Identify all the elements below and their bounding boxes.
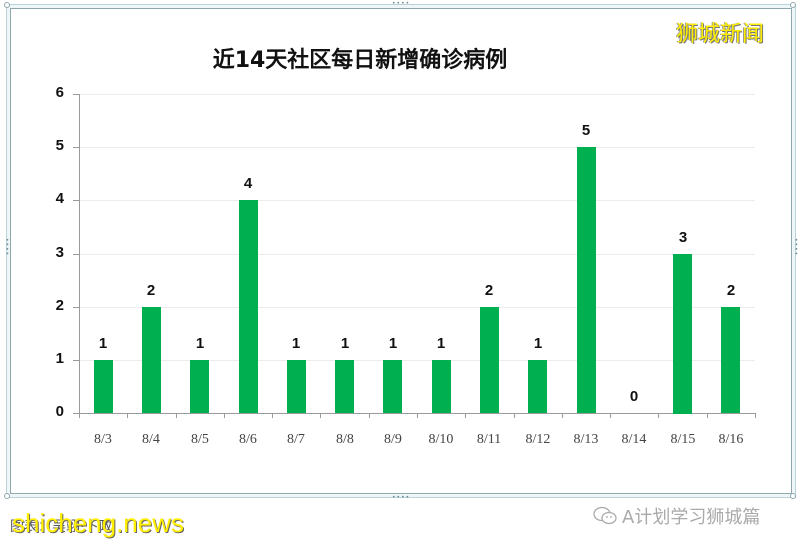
bar bbox=[142, 307, 161, 413]
x-tick-mark bbox=[127, 413, 128, 418]
bar bbox=[239, 200, 258, 413]
wechat-icon bbox=[593, 506, 617, 525]
x-tick-label: 8/11 bbox=[476, 432, 502, 447]
x-axis bbox=[79, 413, 756, 414]
y-tick-mark bbox=[73, 413, 79, 414]
x-tick-label: 8/15 bbox=[670, 432, 696, 447]
x-tick-mark bbox=[658, 413, 659, 418]
bar-value-label: 1 bbox=[291, 335, 301, 352]
bar-value-label: 1 bbox=[436, 335, 446, 352]
x-tick-label: 8/16 bbox=[718, 432, 744, 447]
bar bbox=[287, 360, 306, 413]
x-tick-label: 8/5 bbox=[191, 432, 209, 447]
y-tick-label: 2 bbox=[55, 297, 64, 314]
brand-logo-text: 狮城新闻 bbox=[676, 22, 765, 47]
bar-value-label: 2 bbox=[726, 282, 736, 299]
y-tick-label: 6 bbox=[55, 84, 64, 101]
bar bbox=[480, 307, 499, 413]
wechat-account: A计划学习狮城篇 bbox=[592, 503, 760, 529]
gridline bbox=[79, 307, 755, 308]
chart-source-credit: 图表：吴翊·卜政 bbox=[10, 519, 113, 535]
bar bbox=[721, 307, 740, 413]
bar-value-label: 1 bbox=[388, 335, 398, 352]
bar bbox=[528, 360, 547, 413]
chart-title: 近14天社区每日新增确诊病例 bbox=[212, 48, 508, 73]
y-tick-mark bbox=[73, 147, 79, 148]
x-tick-mark bbox=[755, 413, 756, 418]
bar-value-label: 3 bbox=[678, 229, 688, 246]
gridline bbox=[79, 200, 755, 201]
y-tick-label: 4 bbox=[55, 190, 64, 207]
resize-handle-left[interactable]: •••• bbox=[3, 238, 10, 257]
bar-value-label: 0 bbox=[629, 388, 639, 405]
x-tick-mark bbox=[417, 413, 418, 418]
y-axis bbox=[79, 94, 80, 414]
gridline bbox=[79, 360, 755, 361]
chart-frame bbox=[10, 8, 792, 494]
y-tick-mark bbox=[73, 200, 79, 201]
bar-value-label: 2 bbox=[484, 282, 494, 299]
x-tick-mark bbox=[79, 413, 80, 418]
y-tick-label: 5 bbox=[55, 137, 64, 154]
bar-value-label: 1 bbox=[340, 335, 350, 352]
x-tick-mark bbox=[369, 413, 370, 418]
x-tick-label: 8/6 bbox=[239, 432, 257, 447]
gridline bbox=[79, 94, 755, 95]
x-tick-label: 8/10 bbox=[428, 432, 454, 447]
y-tick-label: 0 bbox=[55, 403, 64, 420]
y-tick-mark bbox=[73, 360, 79, 361]
wechat-account-name: A计划学习狮城篇 bbox=[622, 507, 761, 528]
resize-handle-right[interactable]: •••• bbox=[792, 238, 799, 257]
x-tick-mark bbox=[320, 413, 321, 418]
x-tick-mark bbox=[707, 413, 708, 418]
bar-value-label: 1 bbox=[195, 335, 205, 352]
bar-value-label: 4 bbox=[243, 175, 253, 192]
bar bbox=[335, 360, 354, 413]
y-tick-label: 1 bbox=[55, 350, 64, 367]
x-tick-label: 8/14 bbox=[621, 432, 647, 447]
x-tick-mark bbox=[224, 413, 225, 418]
watermark-text: shicheng.news bbox=[12, 508, 184, 538]
x-tick-mark bbox=[465, 413, 466, 418]
x-tick-label: 8/9 bbox=[384, 432, 402, 447]
bar-value-label: 1 bbox=[98, 335, 108, 352]
bar bbox=[94, 360, 113, 413]
x-tick-label: 8/4 bbox=[142, 432, 160, 447]
x-tick-mark bbox=[514, 413, 515, 418]
resize-corner-top-right[interactable] bbox=[790, 2, 796, 8]
bar bbox=[673, 254, 692, 414]
x-tick-label: 8/7 bbox=[287, 432, 305, 447]
x-tick-mark bbox=[176, 413, 177, 418]
x-tick-label: 8/13 bbox=[573, 432, 599, 447]
resize-handle-bottom[interactable]: •••• bbox=[392, 494, 411, 501]
x-tick-label: 8/3 bbox=[94, 432, 112, 447]
resize-corner-bottom-right[interactable] bbox=[790, 493, 796, 499]
bar bbox=[190, 360, 209, 413]
y-tick-mark bbox=[73, 307, 79, 308]
x-tick-mark bbox=[562, 413, 563, 418]
y-tick-mark bbox=[73, 94, 79, 95]
y-tick-mark bbox=[73, 254, 79, 255]
x-tick-mark bbox=[610, 413, 611, 418]
resize-handle-top[interactable]: •••• bbox=[392, 0, 411, 7]
bar-value-label: 2 bbox=[146, 282, 156, 299]
gridline bbox=[79, 254, 755, 255]
y-tick-label: 3 bbox=[55, 244, 64, 261]
bar bbox=[383, 360, 402, 413]
bar bbox=[432, 360, 451, 413]
gridline bbox=[79, 147, 755, 148]
resize-corner-bottom-left[interactable] bbox=[4, 493, 10, 499]
x-tick-label: 8/8 bbox=[336, 432, 354, 447]
x-tick-label: 8/12 bbox=[525, 432, 551, 447]
bar-value-label: 1 bbox=[533, 335, 543, 352]
x-tick-mark bbox=[272, 413, 273, 418]
bar-value-label: 5 bbox=[581, 122, 591, 139]
resize-corner-top-left[interactable] bbox=[4, 2, 10, 8]
bar bbox=[577, 147, 596, 413]
